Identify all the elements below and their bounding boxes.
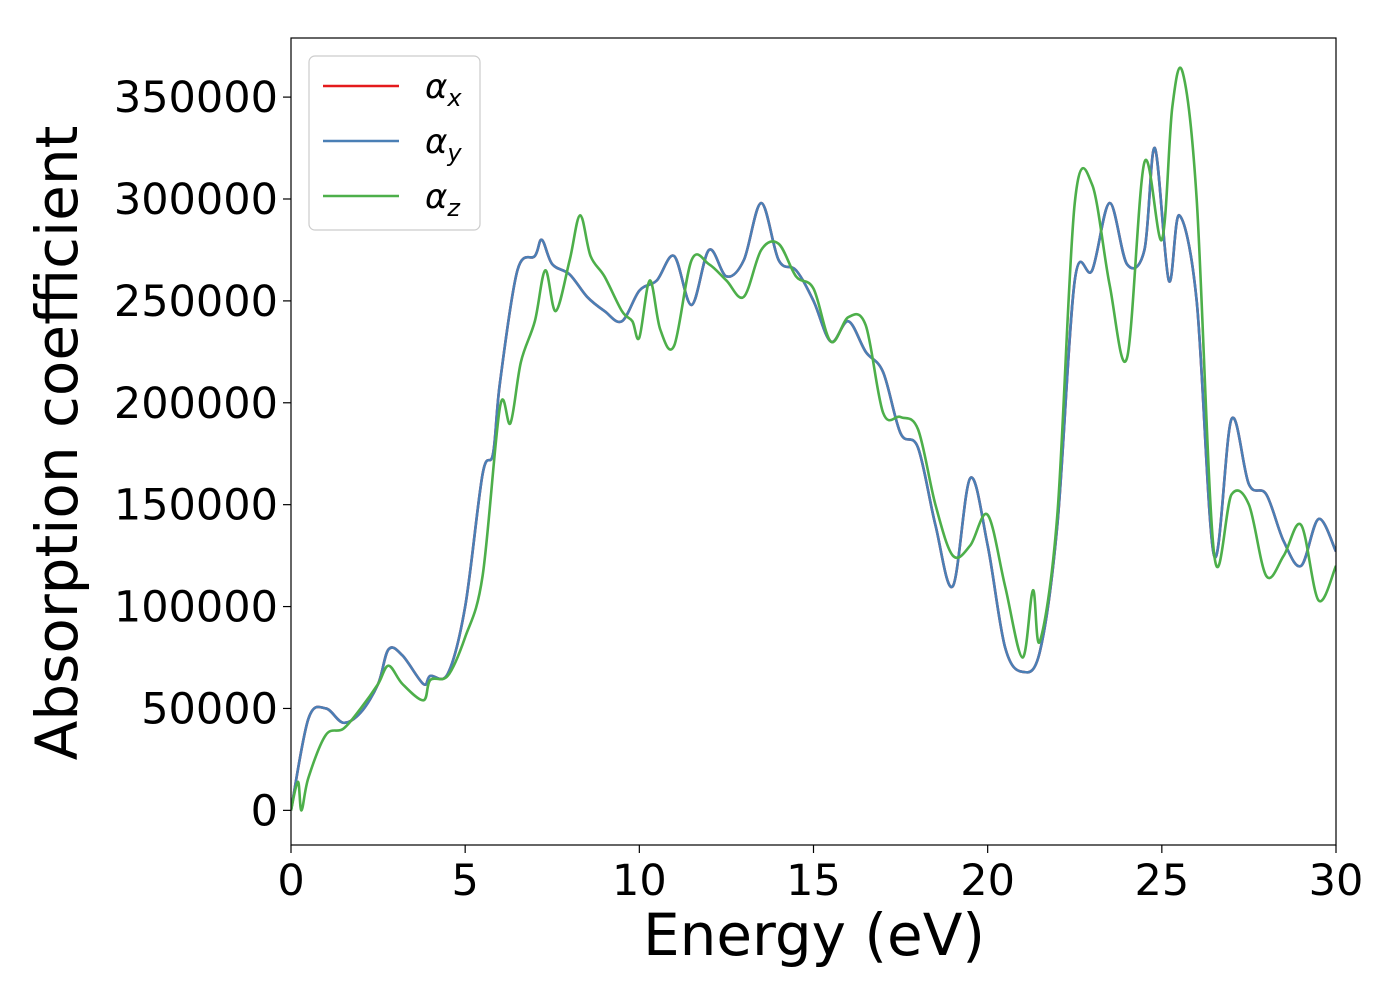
x-tick-label: 15 bbox=[786, 856, 841, 906]
legend-box bbox=[308, 55, 481, 231]
x-tick-label: 0 bbox=[277, 856, 304, 906]
legend-label-y: αy bbox=[425, 122, 462, 167]
series-line-y bbox=[291, 146, 1336, 811]
y-tick-label: 200000 bbox=[114, 379, 278, 429]
series-line-z bbox=[291, 66, 1336, 812]
ticks-layer: 0 5 10 15 20 25 30 0 50000 100000 150000 200000 2500… bbox=[114, 73, 1364, 906]
x-tick-label: 25 bbox=[1134, 856, 1189, 906]
legend: αx αy αz bbox=[308, 55, 481, 231]
series-line-x bbox=[291, 146, 1336, 811]
series-layer bbox=[291, 66, 1336, 812]
y-tick-label: 50000 bbox=[141, 684, 278, 734]
y-tick-label: 250000 bbox=[114, 277, 278, 327]
legend-label-x: αx bbox=[425, 67, 462, 112]
x-tick-label: 10 bbox=[612, 856, 667, 906]
y-tick-label: 0 bbox=[251, 786, 278, 836]
x-axis-title: Energy (eV) bbox=[643, 901, 985, 969]
x-tick-label: 5 bbox=[451, 856, 478, 906]
y-tick-label: 300000 bbox=[114, 175, 278, 225]
y-tick-label: 350000 bbox=[114, 73, 278, 123]
legend-label-z: αz bbox=[425, 177, 461, 222]
y-tick-label: 150000 bbox=[114, 481, 278, 531]
x-tick-label: 20 bbox=[960, 856, 1015, 906]
y-axis-title: Absorption coefficient bbox=[23, 126, 91, 761]
x-tick-label: 30 bbox=[1309, 856, 1364, 906]
y-tick-label: 100000 bbox=[114, 583, 278, 633]
